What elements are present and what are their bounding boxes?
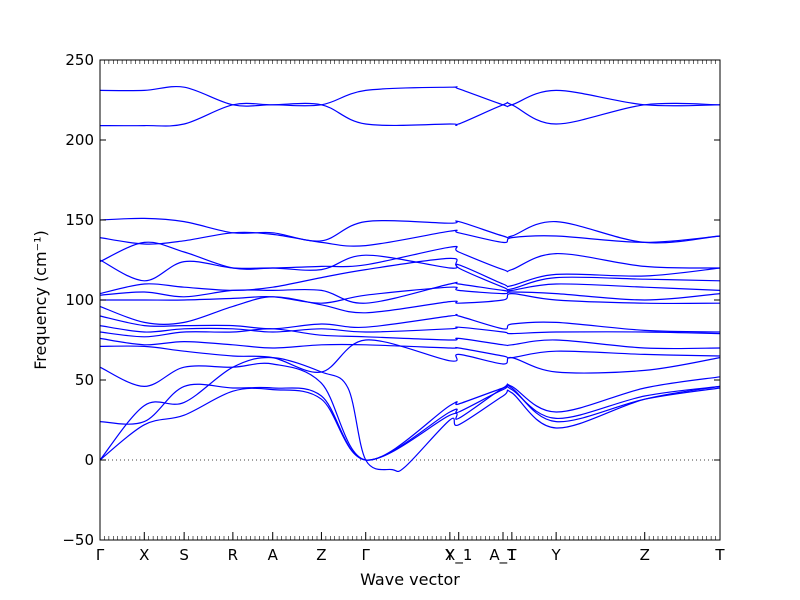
x-axis-label: Wave vector xyxy=(360,570,460,589)
y-tick-label: 200 xyxy=(65,131,94,149)
band-line-19 xyxy=(99,356,721,473)
band-line-3 xyxy=(99,217,721,244)
band-line-13 xyxy=(99,328,721,350)
x-tick-label: T xyxy=(714,546,725,564)
band-line-14 xyxy=(99,337,721,359)
x-tick-label: A_1 xyxy=(489,546,516,565)
band-line-9 xyxy=(99,286,721,304)
x-tick-label: Y xyxy=(551,546,562,564)
band-line-12 xyxy=(99,325,721,335)
y-tick-label: 250 xyxy=(65,51,94,69)
y-tick-label: 100 xyxy=(65,291,94,309)
x-tick-label: S xyxy=(179,546,189,564)
band-line-5 xyxy=(99,241,721,273)
y-tick-label: 0 xyxy=(84,451,94,469)
x-tick-label: Γ xyxy=(362,546,371,564)
band-line-18 xyxy=(99,383,721,461)
band-line-11 xyxy=(99,313,721,333)
band-line-4 xyxy=(99,229,721,247)
x-tick-label: X_1 xyxy=(445,546,472,565)
plot-lines xyxy=(99,86,721,473)
x-tick-label: Γ xyxy=(96,546,105,564)
band-line-16 xyxy=(99,362,721,461)
x-tick-label: R xyxy=(228,546,238,564)
x-tick-label: T xyxy=(506,546,517,564)
x-tick-label: Y xyxy=(444,546,455,564)
band-line-6 xyxy=(99,254,721,288)
y-tick-label: 50 xyxy=(75,371,94,389)
band-line-10 xyxy=(99,292,721,326)
y-tick-label: 150 xyxy=(65,211,94,229)
y-tick-label: −50 xyxy=(62,531,94,549)
x-tick-label: Z xyxy=(640,546,650,564)
x-tick-label: Z xyxy=(316,546,326,564)
y-axis-label: Frequency (cm⁻¹) xyxy=(31,230,50,369)
x-tick-label: X xyxy=(139,546,149,564)
x-tick-label: A xyxy=(268,546,279,564)
band-line-17 xyxy=(99,383,721,461)
band-line-2 xyxy=(99,86,721,108)
band-line-15 xyxy=(99,339,721,374)
band-line-1 xyxy=(99,101,721,127)
band-line-8 xyxy=(99,281,721,304)
band-line-7 xyxy=(99,257,721,295)
